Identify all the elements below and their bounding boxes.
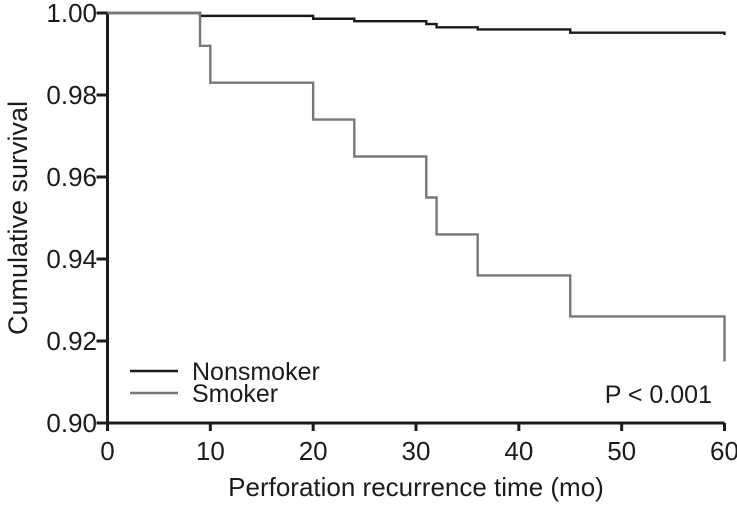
p-value-annotation: P < 0.001 bbox=[605, 381, 712, 409]
x-tick-label: 10 bbox=[196, 436, 225, 466]
survival-curve-smoker bbox=[107, 11, 726, 362]
x-tick-label: 0 bbox=[100, 436, 114, 466]
legend-label-nonsmoker: Nonsmoker bbox=[192, 358, 320, 386]
y-axis-label: Cumulative survival bbox=[3, 101, 33, 335]
y-tick-label: 0.94 bbox=[46, 244, 97, 274]
x-tick-label: 40 bbox=[504, 436, 533, 466]
y-tick-label: 0.92 bbox=[46, 326, 97, 356]
y-tick-label: 0.96 bbox=[46, 162, 97, 192]
legend-label-smoker: Smoker bbox=[192, 380, 278, 408]
x-tick-label: 50 bbox=[607, 436, 636, 466]
x-axis-label: Perforation recurrence time (mo) bbox=[228, 472, 604, 502]
x-tick-label: 20 bbox=[299, 436, 328, 466]
y-tick-label: 1.00 bbox=[46, 0, 97, 28]
survival-curve-nonsmoker bbox=[107, 11, 726, 36]
x-tick-label: 60 bbox=[710, 436, 737, 466]
y-tick-label: 0.90 bbox=[46, 408, 97, 438]
series-group bbox=[107, 11, 726, 362]
x-tick-label: 30 bbox=[402, 436, 431, 466]
y-tick-label: 0.98 bbox=[46, 80, 97, 110]
ticks-group: 1.00 0.98 0.96 0.94 0.92 0.900 10 20 30 40 50 60 bbox=[46, 0, 737, 466]
